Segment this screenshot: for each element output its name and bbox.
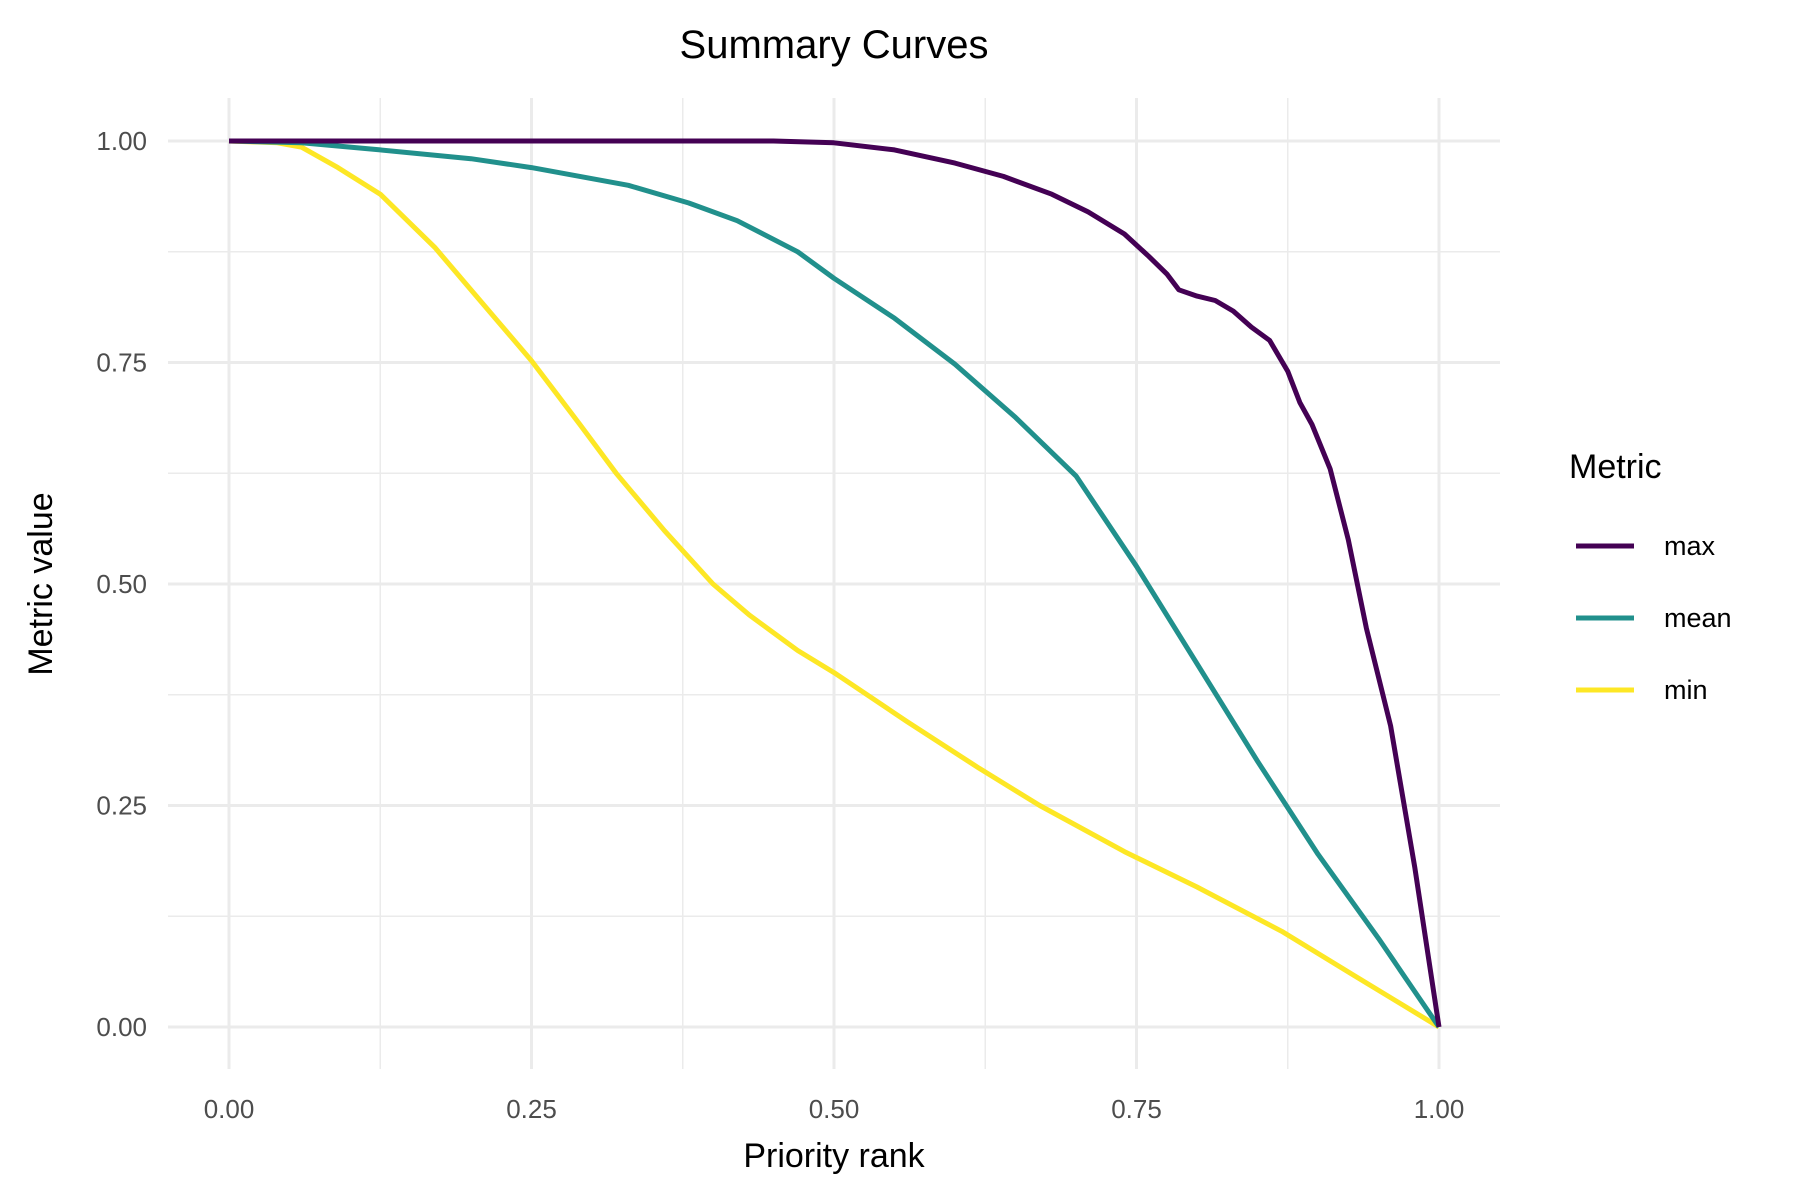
series-line-min [228,138,1441,1030]
x-tick-label: 0.75 [1111,1094,1162,1124]
series-line-mean [228,138,1442,1029]
y-tick-label: 0.50 [96,569,147,599]
series-lines [228,138,1442,1030]
x-tick-label: 0.50 [809,1094,860,1124]
legend-label-mean: mean [1664,603,1732,633]
x-tick-labels: 0.00 0.25 0.50 0.75 1.00 [204,1094,1465,1124]
x-tick-label: 1.00 [1414,1094,1465,1124]
y-tick-label: 0.75 [96,348,147,378]
x-axis-title: Priority rank [743,1137,925,1175]
x-tick-label: 0.00 [204,1094,255,1124]
legend-label-min: min [1664,675,1708,705]
y-tick-labels: 0.00 0.25 0.50 0.75 1.00 [96,126,147,1042]
x-tick-label: 0.25 [506,1094,557,1124]
y-tick-label: 0.25 [96,791,147,821]
series-line-max [229,138,1442,1028]
legend: max mean min [1576,531,1732,705]
chart-title: Summary Curves [680,23,989,67]
legend-label-max: max [1664,531,1716,561]
y-tick-label: 0.00 [96,1012,147,1042]
y-tick-label: 1.00 [96,126,147,156]
y-axis-title: Metric value [22,492,60,675]
legend-title: Metric [1569,448,1662,486]
grid [168,98,1500,1069]
